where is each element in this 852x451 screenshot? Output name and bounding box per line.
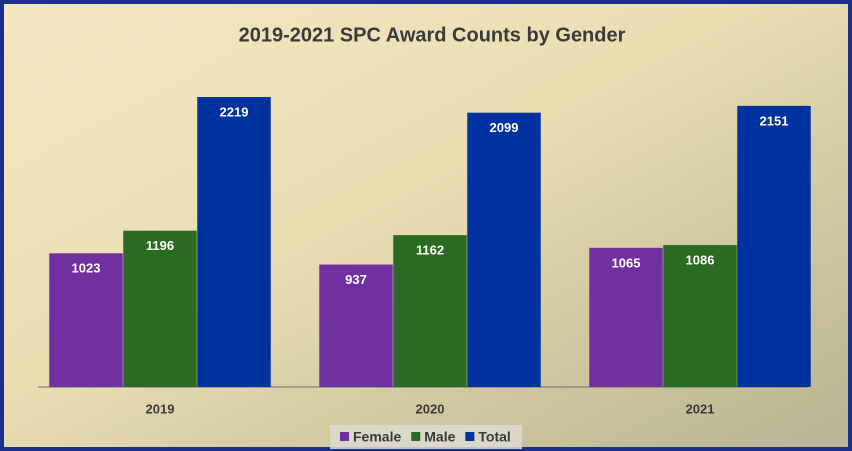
- legend-swatch: [465, 432, 474, 441]
- value-label: 1162: [416, 243, 444, 258]
- x-tick-label: 2019: [146, 401, 175, 416]
- x-tick-label: 2020: [416, 401, 445, 416]
- bar: [737, 106, 811, 387]
- legend-swatch: [340, 432, 349, 441]
- chart: 2019-2021 SPC Award Counts by Gender 201…: [0, 0, 852, 451]
- legend-label: Total: [478, 429, 510, 445]
- value-label: 1065: [612, 255, 641, 270]
- value-label: 2219: [220, 104, 249, 119]
- bar: [123, 231, 197, 387]
- value-label: 2151: [760, 113, 789, 128]
- bar: [197, 97, 271, 387]
- legend-swatch: [411, 432, 420, 441]
- legend-label: Female: [353, 429, 401, 445]
- bar: [393, 235, 467, 387]
- value-label: 1086: [686, 253, 715, 268]
- value-label: 2099: [490, 120, 519, 135]
- chart-title: 2019-2021 SPC Award Counts by Gender: [239, 24, 626, 46]
- x-tick-label: 2021: [686, 401, 715, 416]
- legend-label: Male: [424, 429, 455, 445]
- value-label: 1023: [72, 261, 101, 276]
- bar: [467, 113, 541, 387]
- value-label: 1196: [146, 238, 174, 253]
- value-label: 937: [345, 272, 367, 287]
